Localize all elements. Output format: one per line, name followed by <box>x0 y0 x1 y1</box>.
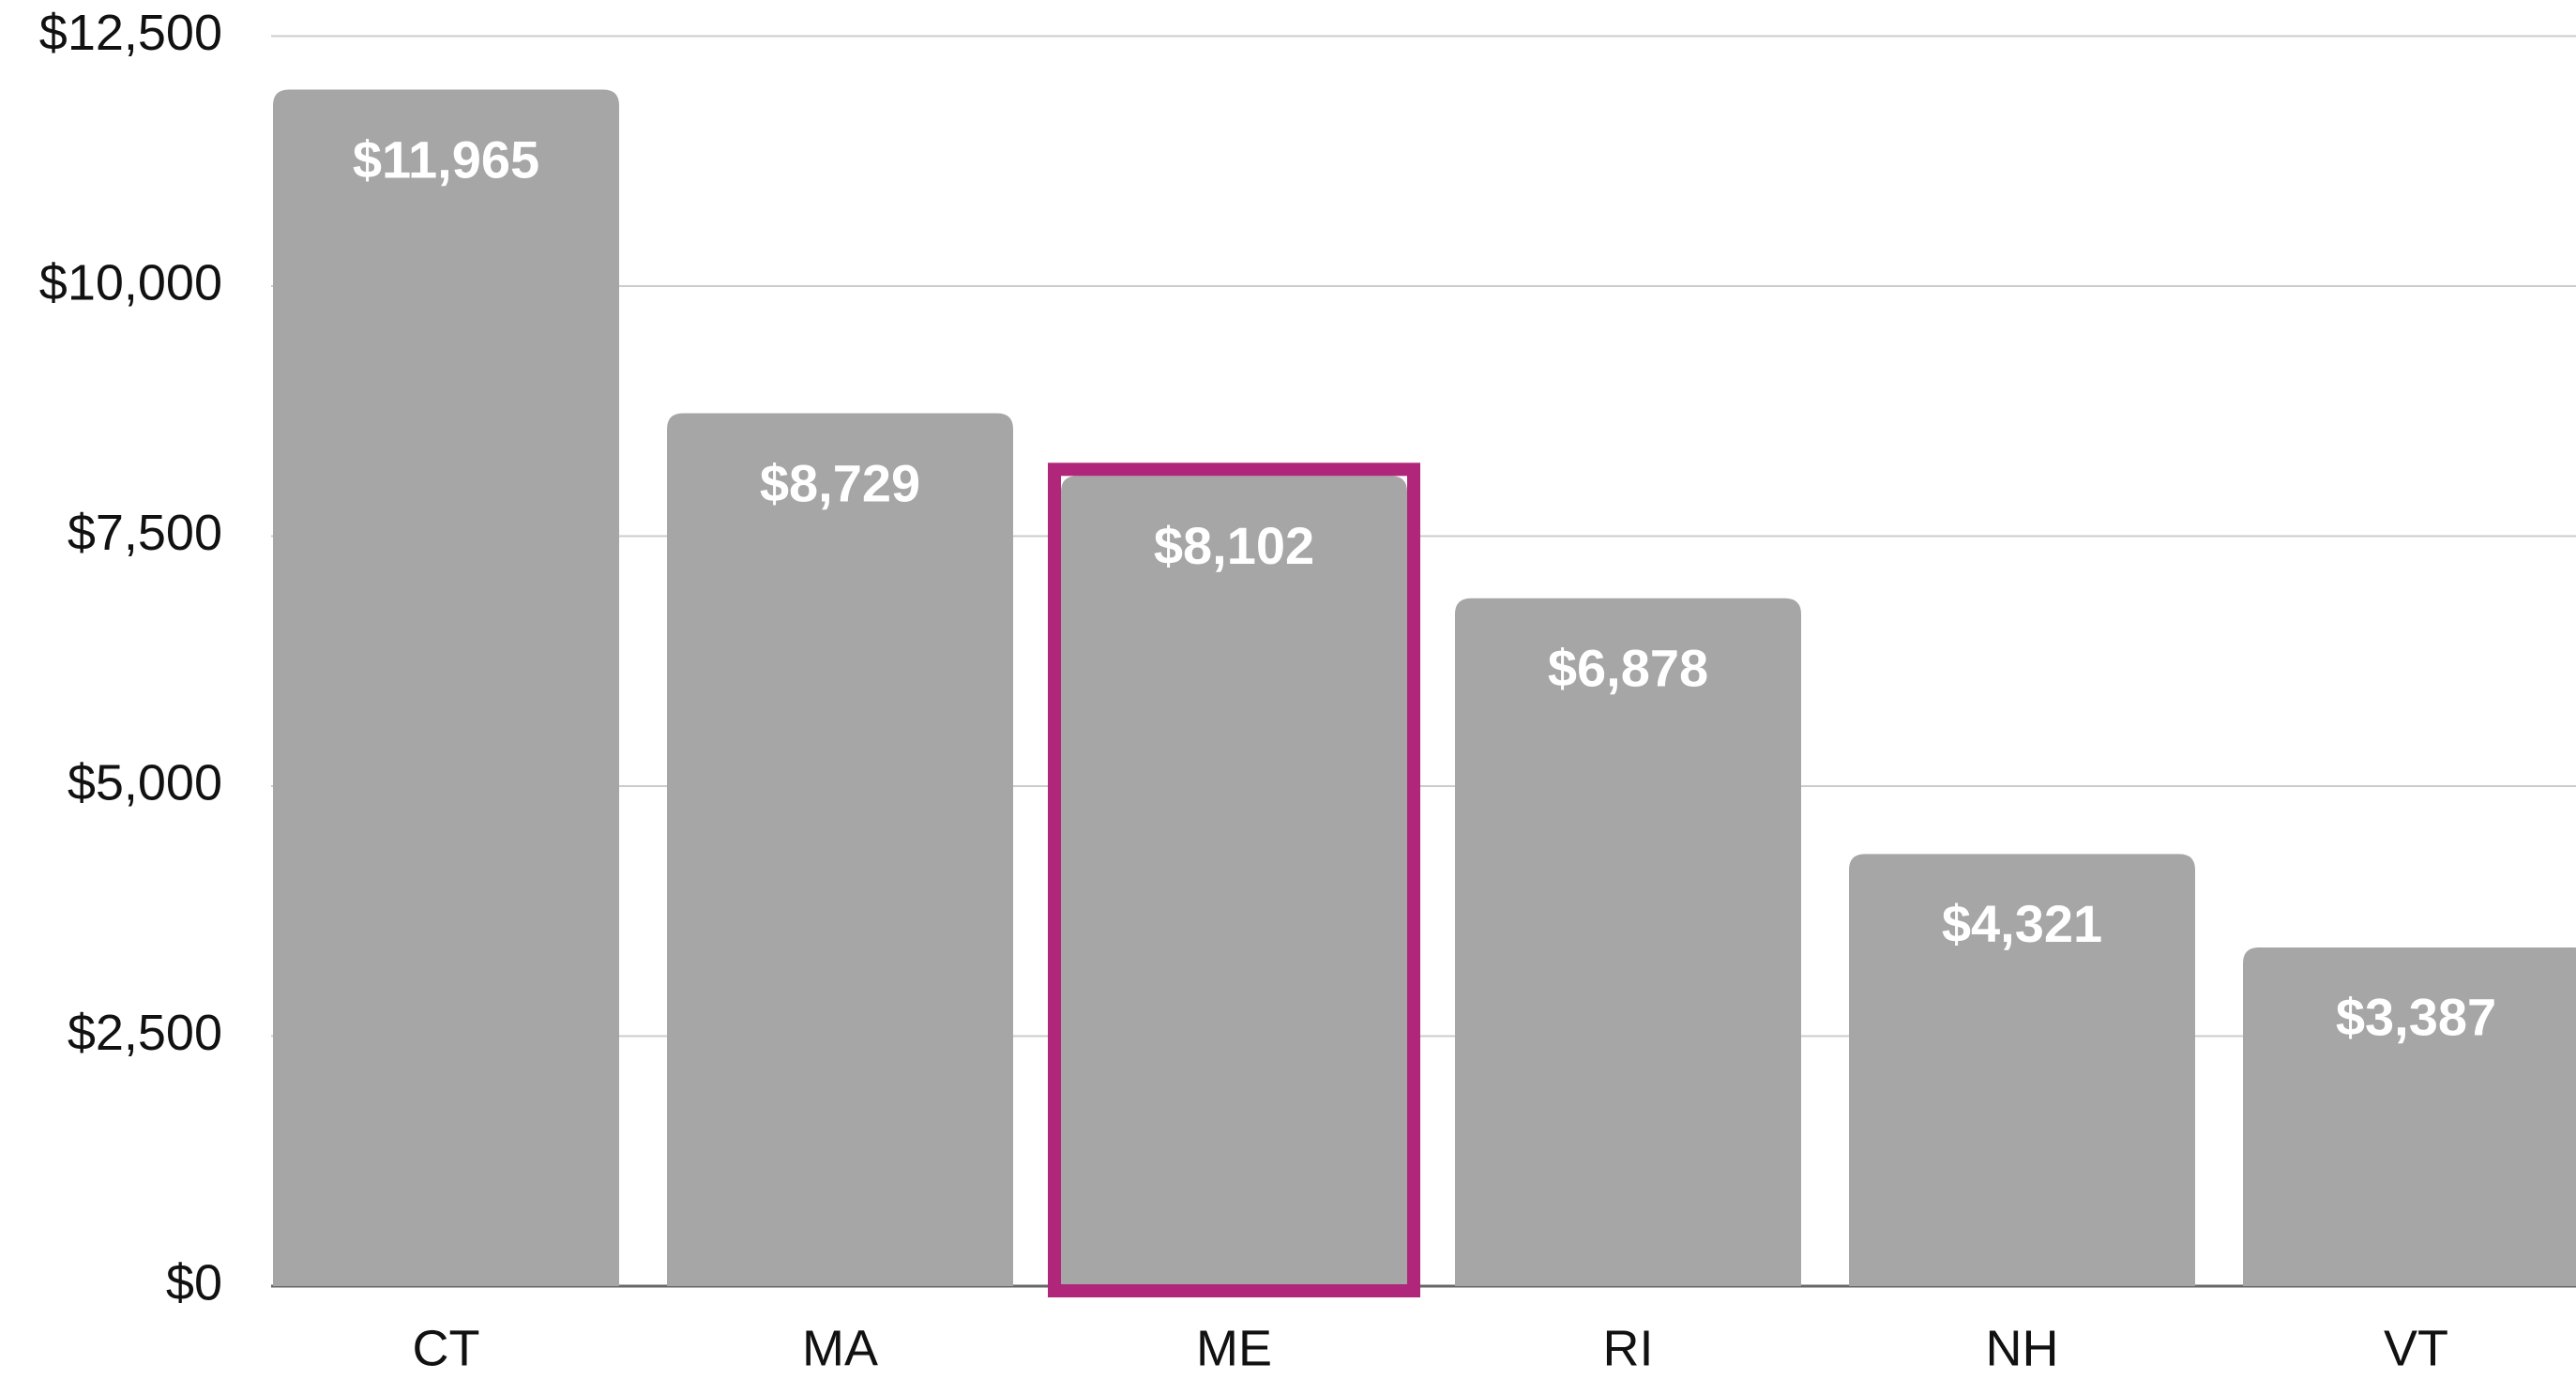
bar <box>667 413 1013 1286</box>
x-tick-label: CT <box>413 1320 480 1376</box>
y-tick-label: $0 <box>166 1254 222 1311</box>
y-tick-label: $10,000 <box>39 254 222 311</box>
value-label: $6,878 <box>1548 639 1708 698</box>
value-label: $8,102 <box>1154 516 1314 575</box>
bar <box>1455 598 1801 1286</box>
y-tick-label: $2,500 <box>68 1005 222 1061</box>
bar <box>2243 947 2576 1286</box>
highlight-box <box>1048 462 1420 1298</box>
value-label: $8,729 <box>760 453 920 512</box>
bar <box>273 89 619 1286</box>
x-tick-label: ME <box>1196 1320 1272 1376</box>
x-tick-label: NH <box>1986 1320 2059 1376</box>
bar <box>1849 854 2195 1286</box>
bar <box>1061 476 1407 1287</box>
y-tick-label: $7,500 <box>68 505 222 561</box>
y-tick-label: $5,000 <box>68 754 222 811</box>
value-label: $4,321 <box>1942 894 2102 953</box>
y-tick-label: $12,500 <box>39 5 222 61</box>
x-tick-label: VT <box>2384 1320 2448 1376</box>
x-tick-label: MA <box>802 1320 878 1376</box>
value-label: $3,387 <box>2336 988 2496 1047</box>
x-tick-label: RI <box>1603 1320 1654 1376</box>
value-label: $11,965 <box>353 129 539 189</box>
